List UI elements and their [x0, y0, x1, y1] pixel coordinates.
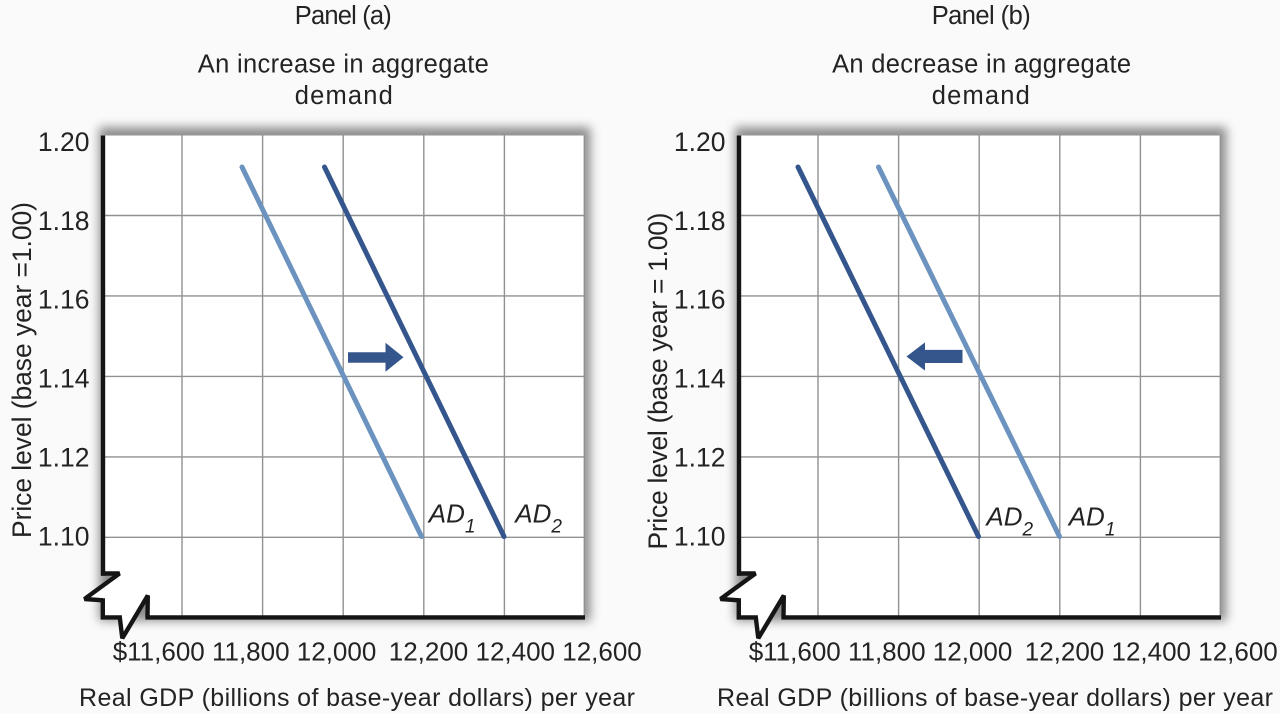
svg-text:Panel (b): Panel (b): [932, 2, 1031, 30]
svg-text:Panel (a): Panel (a): [295, 2, 392, 30]
svg-text:1.14: 1.14: [674, 364, 726, 394]
svg-text:$11,600 11,800 12,000 12,200: $11,600 11,800 12,000 12,200 12,400 12,6…: [749, 636, 1278, 666]
svg-text:Price level (base year =1.00): Price level (base year =1.00): [7, 202, 37, 538]
svg-text:1.10: 1.10: [674, 521, 726, 551]
svg-text:demand: demand: [932, 82, 1030, 110]
svg-text:1.16: 1.16: [38, 285, 90, 315]
svg-text:1.14: 1.14: [38, 364, 90, 394]
svg-text:Real GDP (billions of base-yea: Real GDP (billions of base-year dollars)…: [79, 684, 635, 712]
svg-text:1.18: 1.18: [674, 206, 726, 236]
svg-text:$11,600 11,800 12,000 12,200: $11,600 11,800 12,000 12,200 12,400 12,6…: [113, 636, 642, 666]
svg-text:1.10: 1.10: [38, 521, 90, 551]
svg-text:1.16: 1.16: [674, 285, 726, 315]
svg-text:1.20: 1.20: [38, 127, 90, 157]
svg-text:1.20: 1.20: [674, 127, 726, 157]
svg-text:An decrease in aggregate: An decrease in aggregate: [832, 51, 1131, 79]
svg-text:demand: demand: [295, 82, 393, 110]
svg-text:1.12: 1.12: [38, 443, 90, 473]
svg-text:1.18: 1.18: [38, 206, 90, 236]
svg-text:An increase in aggregate: An increase in aggregate: [198, 51, 489, 79]
svg-text:1.12: 1.12: [674, 443, 726, 473]
svg-text:Price level (base year = 1.00): Price level (base year = 1.00): [643, 213, 673, 550]
svg-text:Real GDP (billions of base-yea: Real GDP (billions of base-year dollars)…: [717, 684, 1273, 712]
